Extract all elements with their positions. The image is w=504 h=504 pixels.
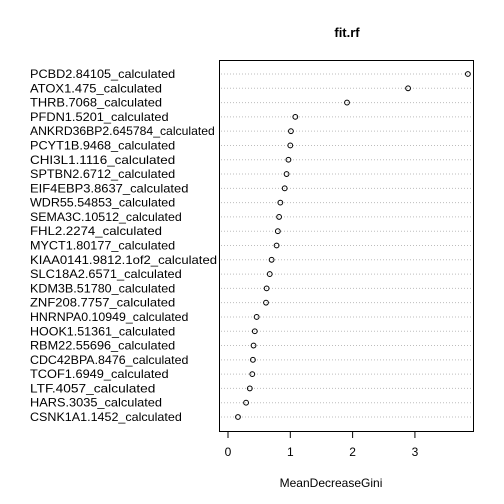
data-point [277, 199, 284, 206]
data-point [268, 256, 275, 263]
y-axis-label: KDM3B.51780_calculated [30, 281, 175, 295]
y-axis-label: HNRNPA0.10949_calculated [30, 310, 188, 324]
y-axis-label: MYCT1.80177_calculated [30, 239, 175, 253]
data-point [287, 142, 294, 149]
x-tick-label: 2 [349, 445, 356, 459]
data-point [251, 328, 258, 335]
x-axis-label: MeanDecreaseGini [280, 476, 383, 490]
plot-frame [219, 60, 474, 432]
x-axis: 0 1 2 3 [225, 431, 419, 459]
data-point [266, 271, 273, 277]
y-axis-label: ZNF208.7757_calculated [30, 296, 175, 310]
chart-title: fit.rf [334, 25, 360, 40]
data-point [249, 371, 256, 378]
data-point [273, 242, 280, 249]
data-point [276, 214, 282, 220]
data-point [274, 228, 281, 235]
data-point [263, 299, 269, 306]
y-axis-label: ATOX1.475_calculated [30, 81, 162, 95]
y-axis-label: RBM22.55696_calculated [30, 339, 175, 353]
data-points [235, 71, 471, 420]
y-axis-label: CHI3L1.1116_calculated [30, 153, 175, 167]
y-axis-label: PCYT1B.9468_calculated [30, 138, 175, 152]
y-axis-label: ANKRD36BP2.645784_calculated [30, 124, 215, 138]
data-point [292, 113, 299, 120]
y-axis-label: SPTBN2.6712_calculated [30, 167, 175, 181]
y-axis-label: PFDN1.5201_calculated [30, 110, 169, 124]
y-axis-label: SLC18A2.6571_calculated [30, 267, 182, 281]
y-axis-label: SEMA3C.10512_calculated [30, 210, 182, 224]
y-axis-label: EIF4EBP3.8637_calculated [30, 181, 188, 195]
grid-lines [221, 73, 472, 418]
y-axis-label: WDR55.54853_calculated [30, 196, 175, 210]
y-axis-label: HOOK1.51361_calculated [30, 324, 175, 338]
data-point [253, 314, 260, 320]
data-point [281, 185, 288, 192]
data-point [464, 71, 471, 77]
data-point [250, 342, 257, 349]
y-axis-label: HARS.3035_calculated [30, 396, 162, 410]
data-point [344, 99, 350, 106]
y-axis-label: FHL2.2274_calculated [30, 224, 162, 238]
data-point [235, 414, 241, 420]
data-point [405, 85, 411, 92]
data-point [250, 356, 256, 363]
y-axis-label: CSNK1A1.1452_calculated [30, 410, 182, 424]
y-axis-label: THRB.7068_calculated [30, 96, 162, 110]
data-point [263, 285, 270, 292]
x-tick-label: 3 [412, 445, 419, 459]
y-axis-label: TCOF1.6949_calculated [30, 367, 169, 381]
y-axis-label: LTF.4057_calculated [30, 381, 155, 395]
data-point [246, 385, 253, 392]
data-point [285, 156, 292, 163]
y-axis-label: CDC42BPA.8476_calculated [30, 353, 188, 367]
x-tick-label: 1 [287, 445, 294, 459]
data-point [283, 171, 290, 177]
y-axis-label: PCBD2.84105_calculated [30, 67, 175, 81]
x-tick-label: 0 [225, 445, 232, 459]
data-point [243, 399, 249, 406]
data-point [288, 128, 294, 135]
y-axis-label: KIAA0141.9812.1of2_calculated [30, 253, 217, 267]
y-axis-labels: PCBD2.84105_calculatedATOX1.475_calculat… [30, 67, 217, 424]
